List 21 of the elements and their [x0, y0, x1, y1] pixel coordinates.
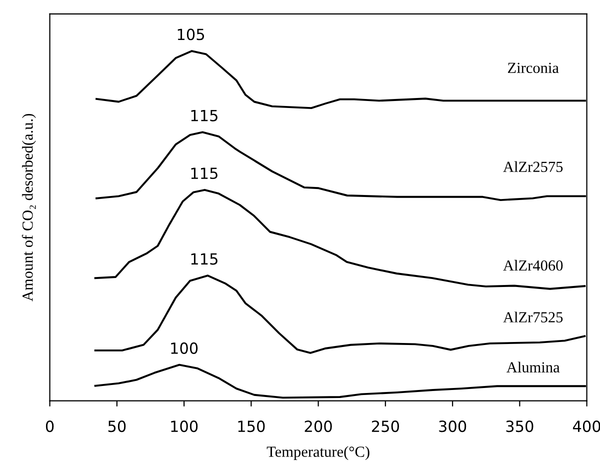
- series-label: AlZr4060: [503, 260, 563, 271]
- annotation: 115: [191, 253, 218, 265]
- annotation: 115: [191, 168, 218, 180]
- annotation: 100: [171, 342, 198, 354]
- x-axis-title: Temperature(°C): [266, 446, 370, 460]
- annotation: 105: [178, 28, 204, 40]
- x-tick-label: 400: [572, 420, 600, 432]
- x-tick-label: 50: [108, 420, 126, 432]
- x-tick-label: 150: [238, 420, 265, 432]
- x-tick-label: 0: [46, 420, 54, 432]
- x-tick-label: 350: [506, 420, 534, 432]
- series-label: AlZr2575: [503, 161, 563, 172]
- x-tick-label: 100: [171, 420, 198, 432]
- x-tick-label: 300: [439, 420, 466, 432]
- series-label: AlZr7525: [503, 312, 563, 322]
- x-tick-label: 200: [304, 420, 332, 432]
- y-axis-title: Amount of CO₂ desorbed(a.u.): [22, 114, 36, 302]
- annotation: 115: [191, 110, 218, 122]
- x-tick-label: 250: [372, 420, 399, 432]
- series-label: Zirconia: [508, 62, 559, 74]
- series-label: Alumina: [506, 362, 560, 372]
